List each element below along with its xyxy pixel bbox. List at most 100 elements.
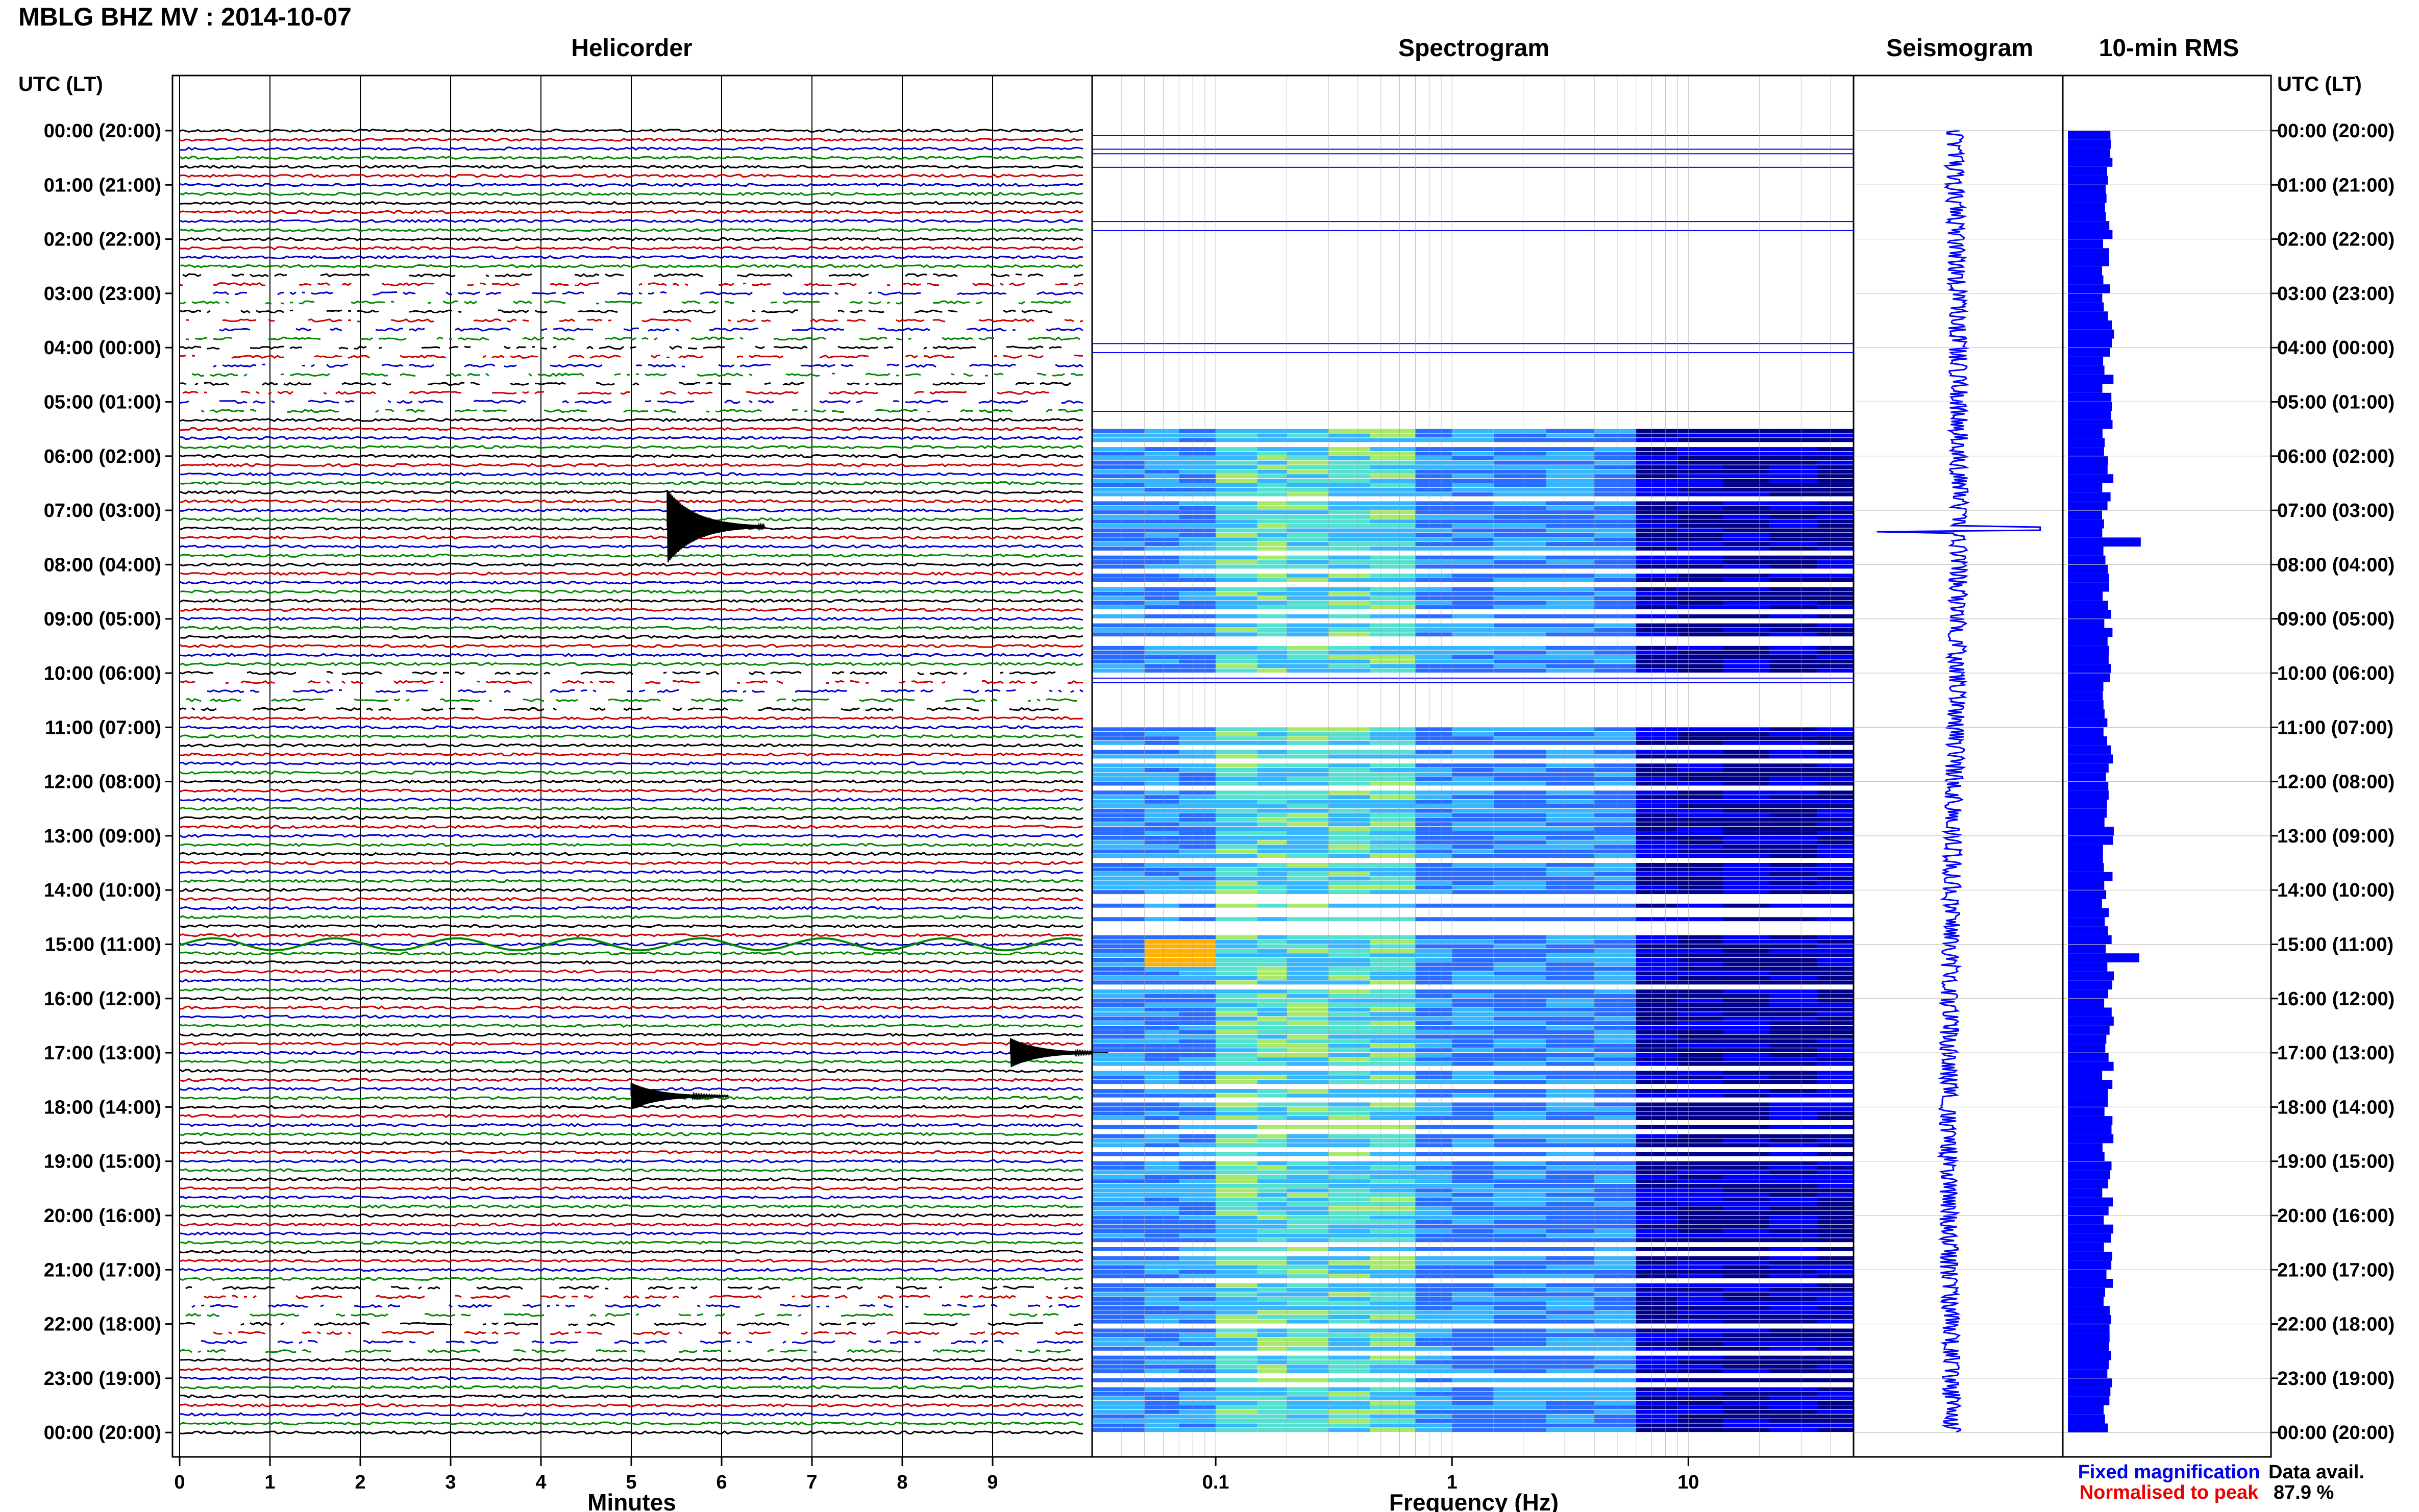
spectrogram-cell bbox=[1092, 1396, 1145, 1401]
spectrogram-cell bbox=[1594, 438, 1636, 442]
spectrogram-cell bbox=[1257, 723, 1287, 724]
spectrogram-cell bbox=[1328, 596, 1370, 601]
spectrogram-cell bbox=[1415, 492, 1452, 497]
spectrogram-cell bbox=[1677, 872, 1723, 876]
spectrogram-cell bbox=[1677, 646, 1723, 650]
spectrogram-cell bbox=[1769, 1003, 1817, 1007]
spectrogram-cell bbox=[1594, 623, 1636, 628]
spectrogram-cell bbox=[1636, 732, 1678, 736]
spectrogram-cell bbox=[1636, 524, 1678, 528]
spectrogram-cell bbox=[1328, 867, 1370, 872]
spectrogram-cell bbox=[1636, 1007, 1678, 1012]
spectrogram-cell bbox=[1677, 492, 1723, 497]
spectrogram-cell bbox=[1769, 668, 1817, 673]
spectrogram-cell bbox=[1677, 912, 1723, 914]
spectrogram-cell bbox=[1144, 1423, 1179, 1428]
spectrogram-cell bbox=[1144, 1310, 1179, 1315]
spectrogram-cell bbox=[1452, 822, 1494, 827]
spectrogram-cell bbox=[1370, 1265, 1416, 1270]
spectrogram-cell bbox=[1636, 628, 1678, 632]
spectrogram-cell bbox=[1452, 1007, 1494, 1012]
helicorder-trace bbox=[179, 1159, 1083, 1163]
spectrogram-cell bbox=[1415, 740, 1452, 745]
spectrogram-cell bbox=[1144, 1089, 1179, 1093]
spectrogram-cell bbox=[1328, 655, 1370, 659]
spectrogram-cell bbox=[1723, 497, 1769, 498]
spectrogram-cell bbox=[1677, 858, 1723, 860]
spectrogram-cell bbox=[1144, 849, 1179, 854]
spectrogram-cell bbox=[1594, 1143, 1636, 1148]
spectrogram-cell bbox=[1328, 1026, 1370, 1030]
spectrogram-cell bbox=[1769, 885, 1817, 890]
spectrogram-cell bbox=[1370, 772, 1416, 777]
spectrogram-cell bbox=[1216, 790, 1257, 795]
spectrogram-cell bbox=[1216, 800, 1257, 804]
spectrogram-cell bbox=[1817, 740, 1854, 745]
spectrogram-cell bbox=[1216, 994, 1257, 998]
spectrogram-cell bbox=[1328, 881, 1370, 885]
spectrogram-cell bbox=[1769, 840, 1817, 845]
spectrogram-cell bbox=[1216, 890, 1257, 895]
spectrogram-cell bbox=[1144, 1206, 1179, 1211]
spectrogram-cell bbox=[1546, 723, 1594, 724]
spectrogram-cell bbox=[1415, 903, 1452, 908]
spectrogram-cell bbox=[1092, 1061, 1145, 1066]
spectrogram-cell bbox=[1636, 1216, 1678, 1220]
spectrogram-cell bbox=[1636, 551, 1678, 552]
spectrogram-cell bbox=[1723, 1405, 1769, 1409]
spectrogram-cell bbox=[1546, 1283, 1594, 1287]
spectrogram-cell bbox=[1216, 1197, 1257, 1202]
spectrogram-cell bbox=[1817, 822, 1854, 827]
spectrogram-cell bbox=[1257, 506, 1287, 510]
spectrogram-cell bbox=[1144, 1066, 1179, 1068]
spectrogram-cell bbox=[1287, 1409, 1328, 1414]
spectrogram-cell bbox=[1817, 492, 1854, 497]
spectrogram-cell bbox=[1257, 1170, 1287, 1175]
rms-bar bbox=[2068, 537, 2141, 547]
spectrogram-cell bbox=[1328, 515, 1370, 519]
spectrogram-cell bbox=[1216, 723, 1257, 724]
spectrogram-cell bbox=[1287, 1301, 1328, 1306]
spectrogram-cell bbox=[1636, 863, 1678, 867]
spectrogram-cell bbox=[1179, 922, 1216, 923]
spectrogram-cell bbox=[1328, 790, 1370, 795]
spectrogram-cell bbox=[1370, 827, 1416, 831]
spectrogram-cell bbox=[1769, 582, 1817, 584]
spectrogram-cell bbox=[1092, 890, 1145, 895]
spectrogram-cell bbox=[1370, 1066, 1416, 1068]
spectrogram-cell bbox=[1144, 492, 1179, 497]
spectrogram-cell bbox=[1493, 822, 1546, 827]
spectrogram-cell bbox=[1636, 1220, 1678, 1224]
spectrogram-cell bbox=[1817, 930, 1854, 932]
spectrogram-cell bbox=[1144, 564, 1179, 569]
spectrogram-cell bbox=[1452, 1080, 1494, 1084]
spectrogram-cell bbox=[1452, 637, 1494, 638]
spectrogram-cell bbox=[1144, 578, 1179, 582]
spectrogram-cell bbox=[1546, 515, 1594, 519]
spectrogram-cell bbox=[1677, 890, 1723, 895]
spectrogram-cell bbox=[1723, 1075, 1769, 1080]
spectrogram-cell bbox=[1546, 858, 1594, 860]
spectrogram-cell bbox=[1257, 994, 1287, 998]
spectrogram-cell bbox=[1415, 1247, 1452, 1251]
spectrogram-cell bbox=[1415, 1287, 1452, 1292]
spectrogram-cell bbox=[1452, 1089, 1494, 1093]
helicorder-trace bbox=[179, 671, 1056, 676]
time-tick-label-left: 13:00 (09:00) bbox=[44, 826, 161, 847]
spectrogram-cell bbox=[1257, 596, 1287, 601]
spectrogram-cell bbox=[1817, 1247, 1854, 1251]
spectrogram-cell bbox=[1257, 447, 1287, 451]
spectrogram-cell bbox=[1817, 574, 1854, 578]
spectrogram-cell bbox=[1452, 989, 1494, 994]
spectrogram-cell bbox=[1817, 1270, 1854, 1274]
spectrogram-cell bbox=[1092, 1233, 1145, 1238]
spectrogram-cell bbox=[1452, 542, 1494, 546]
spectrogram-cell bbox=[1636, 492, 1678, 497]
rms-bar bbox=[2068, 1260, 2112, 1270]
spectrogram-cell bbox=[1452, 908, 1494, 909]
spectrogram-cell bbox=[1594, 1229, 1636, 1233]
spectrogram-cell bbox=[1723, 1084, 1769, 1086]
spectrogram-cell bbox=[1452, 1188, 1494, 1193]
spectrogram-cell bbox=[1179, 786, 1216, 787]
spectrogram-cell bbox=[1328, 817, 1370, 822]
